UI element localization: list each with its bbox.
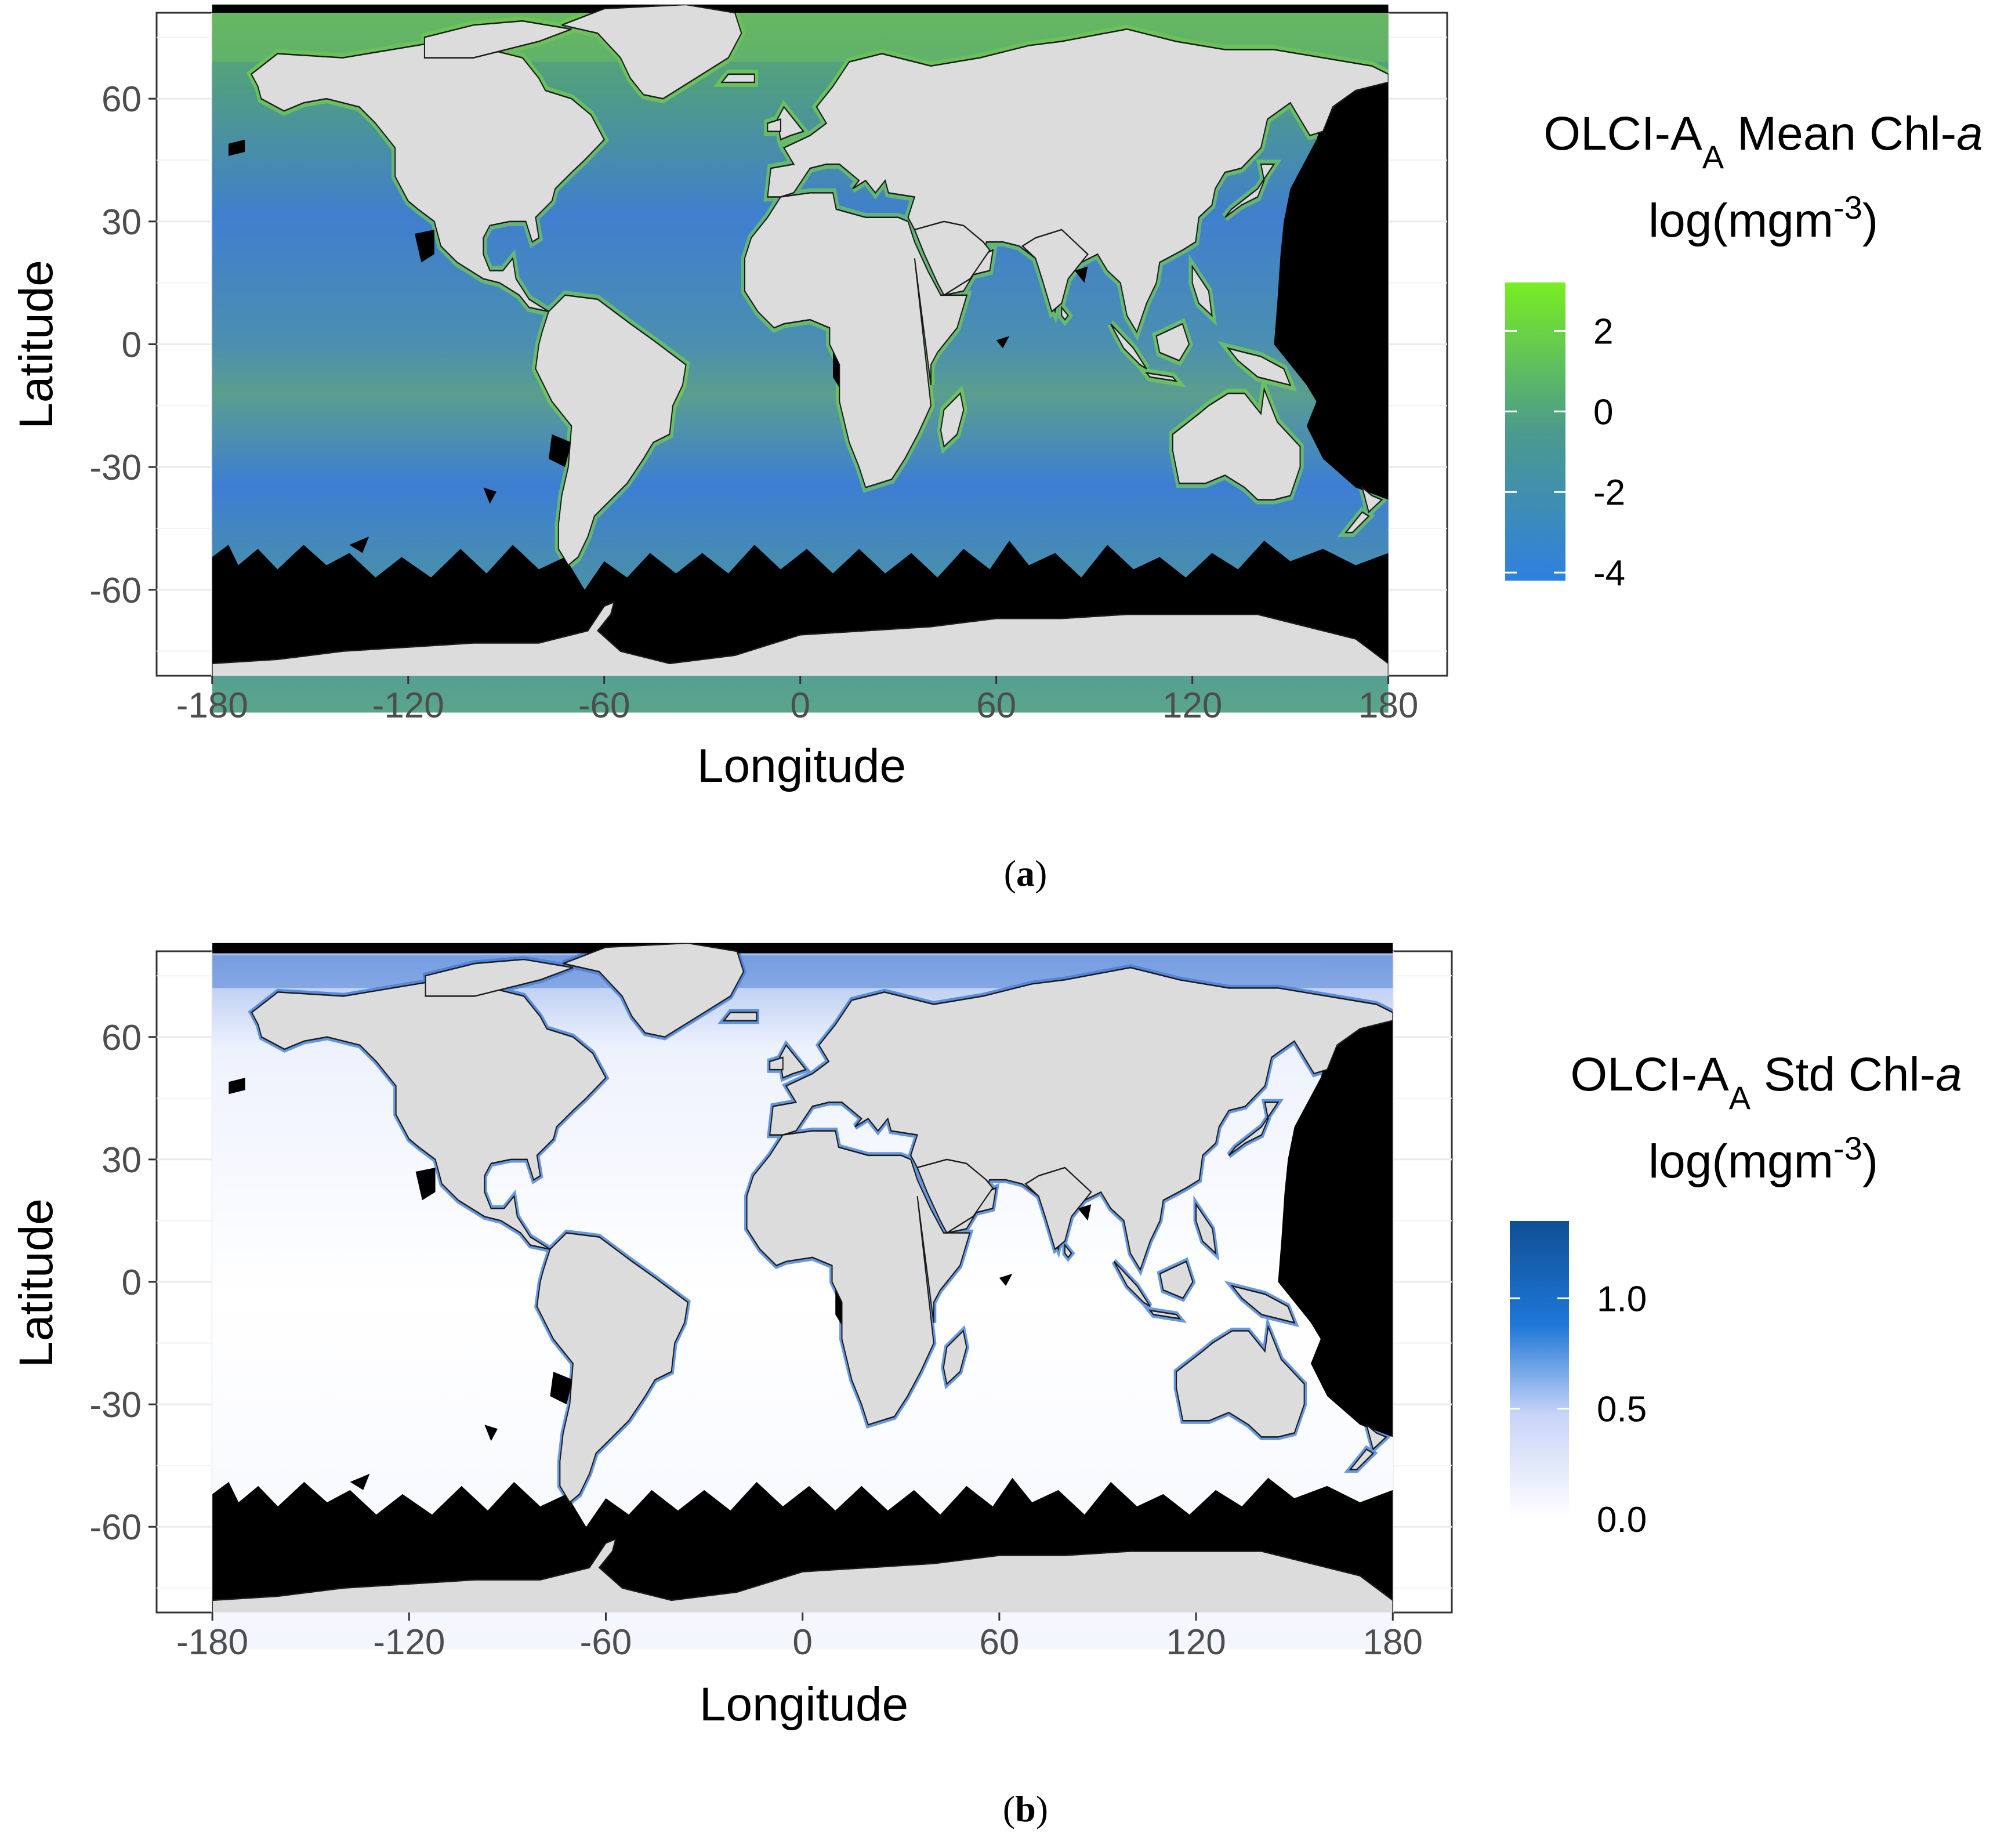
colorbar-tick-label: 0.5 [1597,1390,1647,1430]
panel-a-caption: (a) [1004,853,1048,894]
y-tick-label: 0 [122,325,142,365]
y-tick-label: 60 [102,1018,142,1058]
x-tick-label: -60 [580,1622,632,1662]
panel-a-legend: OLCI-AA Mean Chl-a log(mgm-3) 2 0 -2 -4 [1505,107,1983,593]
panel-b-legend-title-line2: log(mgm-3) [1648,1130,1878,1188]
colorbar-tick-label: 2 [1593,311,1613,352]
panel-b-x-axis: -180 -120 -60 0 60 120 180 [176,1613,1423,1662]
colorbar-tick-label: -4 [1593,553,1625,593]
x-tick-label: -120 [372,686,444,726]
panel-b-y-axis-title: Latitude [10,1198,63,1368]
panel-a: -180 -120 -60 0 60 120 180 60 30 0 -30 -60 Longitu… [10,4,1983,894]
panel-a-y-axis: 60 30 0 -30 -60 [89,79,157,611]
x-tick-label: 60 [976,686,1016,726]
x-tick-label: 120 [1166,1622,1226,1662]
colorbar-tick-label: 1.0 [1597,1279,1647,1319]
panel-b-x-axis-title: Longitude [700,1678,908,1731]
panel-b: -180 -120 -60 0 60 120 180 60 30 0 -30 -60 Longitu… [10,943,1962,1829]
y-tick-label: -60 [89,571,142,611]
panel-b-legend: OLCI-AA Std Chl-a log(mgm-3) 1.0 0.5 0.0 [1509,1048,1962,1540]
y-tick-label: 30 [102,1140,142,1180]
panel-a-y-axis-title: Latitude [10,260,63,429]
panel-b-legend-title-line1: OLCI-AA Std Chl-a [1570,1048,1962,1116]
panel-a-legend-title-line2: log(mgm-3) [1648,189,1878,248]
y-tick-label: 0 [122,1263,142,1303]
x-tick-label: 0 [792,1622,812,1662]
y-tick-label: -30 [89,448,142,488]
colorbar-tick-label: 0.0 [1597,1500,1647,1540]
no-data-mask [212,943,1393,1613]
panel-b-colorbar-ticks: 1.0 0.5 0.0 [1509,1279,1647,1540]
panel-a-colorbar [1505,282,1565,581]
y-tick-label: 60 [102,79,142,119]
y-tick-label: -30 [89,1385,142,1425]
x-tick-label: -120 [373,1622,445,1662]
panel-b-colorbar [1510,1221,1569,1519]
panel-a-legend-title-line1: OLCI-AA Mean Chl-a [1543,107,1983,175]
colorbar-tick-label: 0 [1593,392,1613,432]
panel-a-x-axis: -180 -120 -60 0 60 120 180 [176,676,1418,726]
panel-a-x-axis-title: Longitude [697,740,906,792]
y-tick-label: 30 [102,202,142,242]
panel-b-caption: (b) [1003,1788,1048,1829]
panel-a-colorbar-ticks: 2 0 -2 -4 [1505,311,1625,593]
x-tick-label: 180 [1358,686,1418,726]
colorbar-tick-label: -2 [1593,473,1625,513]
x-tick-label: -60 [578,686,630,726]
panel-b-map [212,943,1393,1650]
x-tick-label: 180 [1363,1622,1423,1662]
x-tick-label: 0 [790,686,810,726]
x-tick-label: -180 [176,686,248,726]
x-tick-label: 60 [979,1622,1019,1662]
panel-a-map [212,4,1389,713]
panel-b-y-axis: 60 30 0 -30 -60 [89,1018,157,1548]
x-tick-label: -180 [176,1622,248,1662]
x-tick-label: 120 [1162,686,1222,726]
y-tick-label: -60 [89,1508,142,1548]
